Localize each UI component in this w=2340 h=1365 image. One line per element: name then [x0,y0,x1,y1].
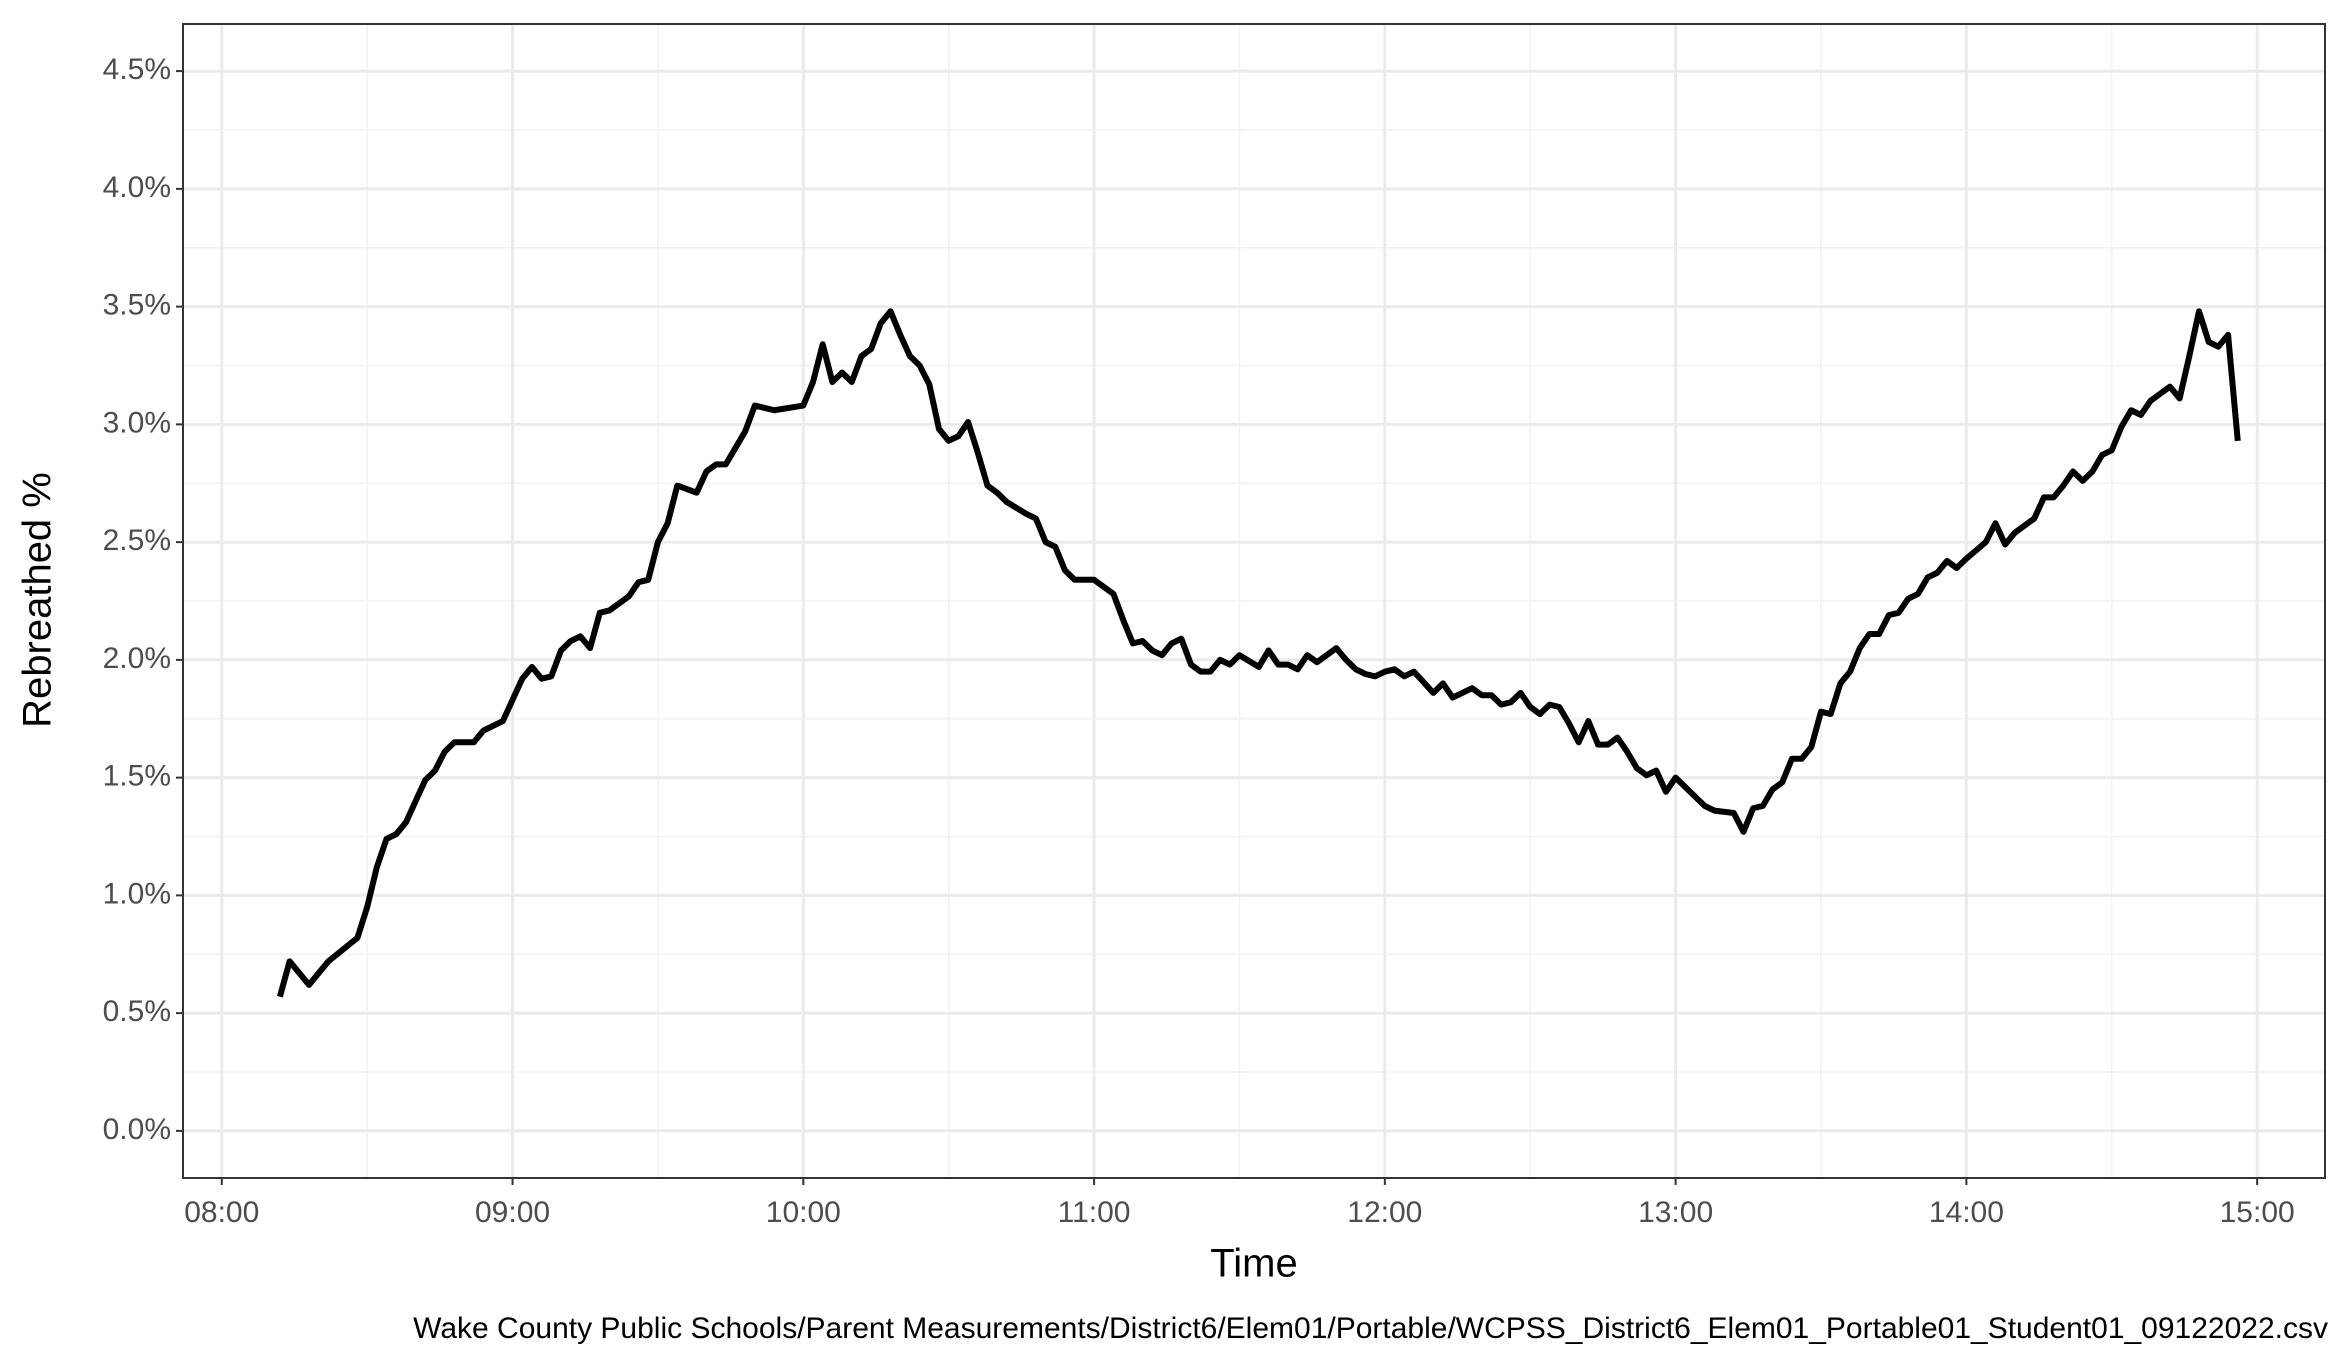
y-tick-label: 4.5% [103,53,171,86]
y-tick-label: 1.5% [103,760,171,793]
x-tick-label: 14:00 [1929,1196,2004,1229]
y-axis-title: Rebreathed % [16,472,60,728]
x-tick-label: 15:00 [2220,1196,2295,1229]
y-tick-label: 2.5% [103,524,171,557]
y-tick-label: 2.0% [103,642,171,675]
y-tick-label: 4.0% [103,171,171,204]
y-tick-label: 3.5% [103,289,171,322]
x-axis-title: Time [1210,1242,1297,1286]
x-tick-label: 08:00 [184,1196,259,1229]
x-tick-label: 10:00 [766,1196,841,1229]
x-tick-label: 09:00 [475,1196,550,1229]
y-tick-label: 3.0% [103,406,171,439]
y-tick-label: 1.0% [103,877,171,910]
y-tick-label: 0.0% [103,1113,171,1146]
x-tick-label: 11:00 [1058,1196,1131,1229]
x-tick-label: 13:00 [1638,1196,1713,1229]
y-tick-label: 0.5% [103,995,171,1028]
x-tick-label: 12:00 [1347,1196,1422,1229]
data-line [277,308,2241,998]
caption: Wake County Public Schools/Parent Measur… [413,1312,2328,1345]
panel-border [182,23,2326,1179]
